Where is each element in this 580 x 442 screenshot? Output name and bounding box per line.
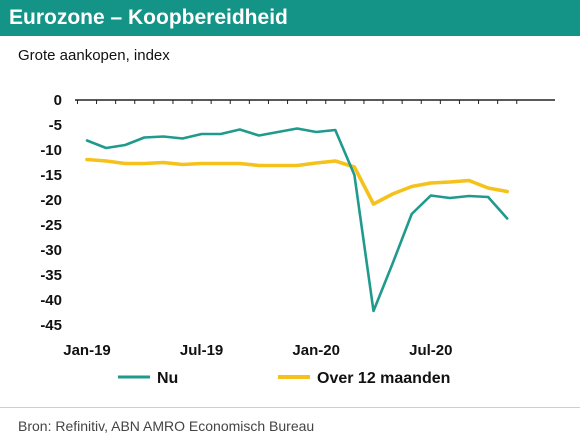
x-axis: Jan-19 Jul-19 Jan-20 Jul-20 [63, 99, 555, 359]
footer-divider [0, 407, 580, 408]
source-note: Bron: Refinitiv, ABN AMRO Economisch Bur… [18, 418, 315, 434]
y-tick-label: -10 [40, 142, 62, 159]
legend-item-over-12-maanden: Over 12 maanden [278, 370, 450, 387]
x-tick-label: Jan-20 [292, 342, 340, 359]
series-line-over-12-maanden [85, 157, 510, 206]
y-tick-label: 0 [54, 92, 62, 109]
y-tick-label: -30 [40, 242, 62, 259]
legend-label: Nu [157, 370, 178, 387]
y-tick-label: -5 [49, 117, 62, 134]
x-tick-label: Jul-20 [409, 342, 452, 359]
legend-label: Over 12 maanden [317, 370, 450, 387]
series-line-nu [85, 127, 509, 313]
y-tick-label: -20 [40, 192, 62, 209]
x-tick-label: Jul-19 [180, 342, 223, 359]
y-axis: 0 -5 -10 -15 -20 -25 -30 -35 -40 -45 [40, 92, 62, 334]
y-tick-label: -40 [40, 292, 62, 309]
y-tick-label: -45 [40, 317, 62, 334]
legend: Nu Over 12 maanden [118, 370, 450, 387]
y-tick-label: -25 [40, 217, 62, 234]
legend-item-nu: Nu [118, 370, 178, 387]
series-lines [85, 127, 510, 313]
title-bar [0, 0, 580, 36]
x-tick-label: Jan-19 [63, 342, 111, 359]
y-tick-label: -35 [40, 267, 62, 284]
y-tick-label: -15 [40, 167, 62, 184]
chart-subtitle: Grote aankopen, index [18, 47, 170, 64]
chart-title: Eurozone – Koopbereidheid [9, 6, 288, 29]
